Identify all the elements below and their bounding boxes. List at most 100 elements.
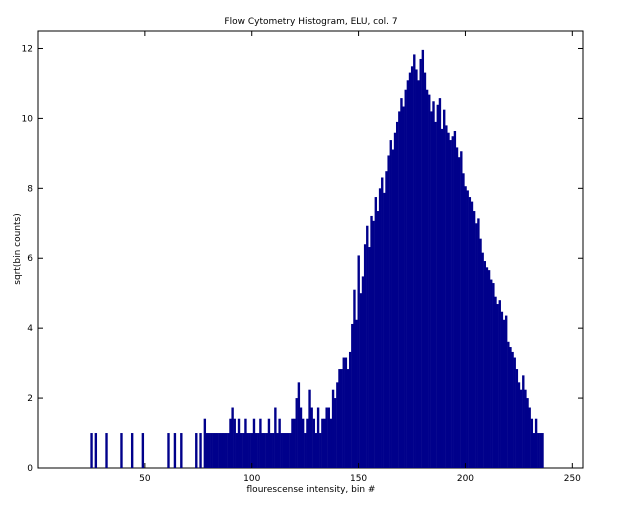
- histogram-bar: [432, 101, 435, 469]
- histogram-bar: [408, 72, 412, 468]
- y-tick-label: 6: [27, 254, 33, 264]
- histogram-bar: [466, 190, 469, 469]
- histogram-bar: [421, 49, 425, 468]
- histogram-bar: [517, 382, 521, 468]
- histogram-bar: [284, 433, 288, 468]
- histogram-bar: [511, 351, 514, 468]
- histogram-bar: [267, 418, 271, 468]
- histogram-bar: [195, 433, 198, 468]
- histogram-bar: [233, 418, 236, 468]
- histogram-bar: [250, 433, 254, 468]
- histogram-bar: [430, 111, 433, 468]
- histogram-bar: [406, 80, 410, 468]
- histogram-bar: [227, 433, 230, 468]
- histogram-bar: [400, 98, 403, 469]
- histogram-bar: [423, 72, 427, 468]
- y-axis-label: sqrt(bin counts): [13, 213, 23, 285]
- histogram-bar: [455, 147, 459, 469]
- histogram-bar: [214, 433, 217, 468]
- histogram-bar: [370, 215, 373, 468]
- histogram-bar: [346, 369, 350, 468]
- histogram-bar: [231, 407, 234, 468]
- histogram-bar: [329, 418, 333, 468]
- histogram-bar: [259, 418, 262, 468]
- histogram-bar: [316, 407, 320, 468]
- histogram-bar: [404, 89, 407, 468]
- x-tick-label: 250: [564, 474, 581, 484]
- histogram-bar: [105, 433, 108, 468]
- histogram-bar: [257, 433, 260, 468]
- histogram-bar: [419, 58, 422, 468]
- histogram-bar: [468, 197, 472, 468]
- histogram-bar: [336, 382, 339, 468]
- histogram-bar: [391, 149, 395, 468]
- histogram-bar: [502, 319, 506, 468]
- histogram-bar: [314, 433, 318, 468]
- histogram-bar: [372, 220, 375, 468]
- histogram-bar: [278, 418, 281, 468]
- histogram-bar: [445, 125, 448, 468]
- histogram-bar: [537, 433, 540, 468]
- histogram-bar: [205, 433, 209, 468]
- histogram-bar: [449, 140, 452, 468]
- histogram-bar: [203, 418, 207, 468]
- histogram-bar: [248, 433, 251, 468]
- histogram-bar: [321, 418, 324, 468]
- histogram-bar: [378, 188, 382, 468]
- histogram-bar: [263, 433, 266, 468]
- histogram-bar: [383, 192, 386, 469]
- histogram-bar: [402, 106, 405, 468]
- histogram-bar: [376, 211, 380, 469]
- histogram-bar: [301, 418, 305, 468]
- histogram-bar: [359, 293, 363, 468]
- histogram-bar: [299, 407, 303, 468]
- histogram-bar: [323, 418, 326, 468]
- x-tick-label: 200: [457, 474, 474, 484]
- histogram-bar: [496, 304, 499, 468]
- histogram-bar: [237, 418, 241, 468]
- histogram-bar: [410, 66, 414, 468]
- histogram-bar: [530, 418, 534, 468]
- histogram-bar: [242, 433, 245, 468]
- histogram-bar: [265, 433, 269, 468]
- histogram-bar: [500, 311, 504, 468]
- histogram-bar: [282, 433, 286, 468]
- histogram-bar: [218, 433, 221, 468]
- histogram-bar: [235, 433, 239, 468]
- histogram-bar: [357, 255, 360, 468]
- histogram-bar: [389, 140, 392, 468]
- histogram-bar: [485, 267, 489, 468]
- histogram-bar: [415, 69, 418, 469]
- histogram-bar: [492, 283, 495, 468]
- histogram-bar: [269, 433, 273, 468]
- histogram-bar: [460, 151, 463, 468]
- histogram-bar: [417, 80, 420, 468]
- histogram-bar: [490, 279, 493, 468]
- histogram-bar: [225, 433, 228, 468]
- histogram-bar: [515, 369, 519, 468]
- histogram-bar: [381, 177, 384, 469]
- histogram-bar: [212, 433, 215, 468]
- y-tick-label: 4: [27, 324, 33, 334]
- histogram-bar: [438, 98, 442, 469]
- histogram-bar: [534, 418, 538, 468]
- histogram-bar: [509, 347, 512, 468]
- histogram-bar: [539, 433, 542, 468]
- histogram-bar: [276, 433, 279, 468]
- histogram-bar: [487, 270, 491, 468]
- histogram-bar: [398, 111, 401, 468]
- histogram-bar: [436, 104, 439, 469]
- histogram-bar: [498, 300, 501, 468]
- histogram-bar: [173, 433, 177, 468]
- histogram-bar: [393, 132, 397, 469]
- histogram-bar: [220, 433, 224, 468]
- histogram-bar: [425, 89, 429, 468]
- histogram-bar: [325, 407, 328, 468]
- histogram-bar: [280, 433, 283, 468]
- histogram-bar: [374, 197, 378, 468]
- histogram-bar: [453, 130, 457, 469]
- histogram-bar: [519, 389, 523, 468]
- x-tick-label: 100: [243, 474, 260, 484]
- histogram-bar: [524, 389, 527, 468]
- histogram-bar: [475, 223, 478, 468]
